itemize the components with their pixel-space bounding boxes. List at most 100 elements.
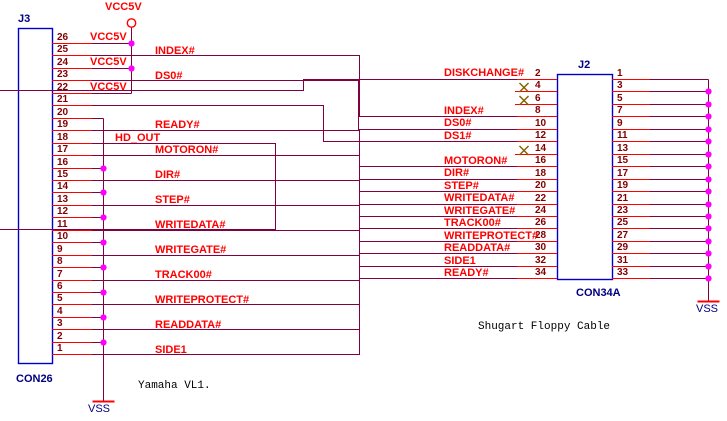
- junction-vss-j3-12: [100, 214, 107, 221]
- pin-number-j2-34: 34: [535, 266, 547, 278]
- pin-number-j3-24: 24: [57, 56, 69, 68]
- pin-number-j2-24: 24: [535, 204, 547, 216]
- net-label-left-14: READDATA#: [155, 319, 222, 331]
- junction-vss-j2-3: [705, 88, 712, 95]
- net-label-right-6: STEP#: [444, 180, 479, 192]
- net-label-left-8: DIR#: [155, 169, 181, 181]
- junction-vss-j2-19: [705, 188, 712, 195]
- pin-number-j2-22: 22: [535, 192, 547, 204]
- net-label-right-9: TRACK00#: [444, 217, 501, 229]
- junction-vss-j3-14: [100, 189, 107, 196]
- power-symbol-vcc5v: [126, 18, 137, 28]
- pin-number-j3-20: 20: [57, 106, 69, 118]
- net-label-left-15: SIDE1: [155, 344, 187, 356]
- pin-number-j2-5: 5: [617, 92, 623, 104]
- net-label-right-1: INDEX#: [444, 105, 484, 117]
- pin-number-j3-10: 10: [57, 230, 69, 242]
- junction-vss-j2-31: [705, 263, 712, 270]
- pin-number-j3-17: 17: [57, 143, 69, 155]
- net-label-right-2: DS0#: [444, 117, 472, 129]
- pin-number-j2-32: 32: [535, 254, 547, 266]
- junction-vss-j2-17: [705, 176, 712, 183]
- pin-number-j2-18: 18: [535, 167, 547, 179]
- junction-vss-j2-7: [705, 113, 712, 120]
- pin-number-j3-14: 14: [57, 180, 69, 192]
- pin-number-j2-11: 11: [617, 129, 628, 141]
- sheet-note-0: Yamaha VL1.: [138, 380, 211, 392]
- connector-body-j3[interactable]: [17, 27, 54, 365]
- pin-number-j3-26: 26: [57, 31, 69, 43]
- pin-number-j2-17: 17: [617, 167, 629, 179]
- pin-number-j2-20: 20: [535, 179, 547, 191]
- pin-number-j2-2: 2: [535, 67, 541, 79]
- net-label-left-3: DS0#: [155, 70, 183, 82]
- pin-number-j2-33: 33: [617, 266, 629, 278]
- wire-net-j3p21-j2p12: [92, 104, 517, 143]
- net-label-right-5: DIR#: [444, 167, 470, 179]
- pin-number-j2-26: 26: [535, 216, 547, 228]
- net-label-right-11: READDATA#: [444, 242, 511, 254]
- pin-number-j2-31: 31: [617, 254, 629, 266]
- pin-number-j2-29: 29: [617, 241, 629, 253]
- pin-number-j2-25: 25: [617, 216, 629, 228]
- junction-vss-j3-10: [100, 239, 107, 246]
- junction-vss-j2-5: [705, 101, 712, 108]
- nc-cross-j2-6-b: [519, 95, 529, 106]
- junction-vcc5v-26: [128, 40, 135, 47]
- refdes-j2: J2: [578, 59, 591, 71]
- pin-number-j2-19: 19: [617, 179, 629, 191]
- net-label-left-0: VCC5V: [90, 31, 127, 43]
- footprint-j3: CON26: [16, 373, 53, 385]
- pin-number-j2-16: 16: [535, 154, 547, 166]
- net-label-right-4: MOTORON#: [444, 155, 508, 167]
- junction-vss-j2-9: [705, 126, 712, 133]
- pin-number-j3-7: 7: [57, 268, 63, 280]
- pin-number-j2-28: 28: [535, 229, 547, 241]
- connector-body-j2[interactable]: [556, 73, 614, 281]
- pin-number-j3-15: 15: [57, 168, 69, 180]
- junction-vss-j2-15: [705, 163, 712, 170]
- net-label-right-7: WRITEDATA#: [444, 192, 515, 204]
- net-label-left-6: HD_OUT: [115, 132, 161, 144]
- pin-number-j3-8: 8: [57, 255, 63, 267]
- pin-number-j3-19: 19: [57, 118, 69, 130]
- net-label-left-13: WRITEPROTECT#: [155, 294, 250, 306]
- refdes-j3: J3: [18, 13, 31, 25]
- net-label-right-12: SIDE1: [444, 255, 476, 267]
- pin-number-j3-22: 22: [57, 81, 69, 93]
- power-label-vcc5v: VCC5V: [105, 1, 142, 13]
- net-label-left-4: VCC5V: [90, 81, 127, 93]
- pin-number-j2-15: 15: [617, 154, 629, 166]
- pin-number-j3-11: 11: [57, 218, 68, 230]
- pin-number-j3-18: 18: [57, 131, 69, 143]
- net-label-right-0: DISKCHANGE#: [444, 67, 525, 79]
- pin-number-j2-6: 6: [535, 92, 541, 104]
- wire-net-j3p25-j2p8: [92, 54, 517, 118]
- pin-number-j3-5: 5: [57, 292, 63, 304]
- pin-number-j2-12: 12: [535, 129, 547, 141]
- junction-vss-j2-27: [705, 238, 712, 245]
- junction-vss-j3-8: [100, 264, 107, 271]
- wire-net-j3p23-j2p10: [92, 79, 517, 131]
- pin-number-j2-21: 21: [617, 192, 629, 204]
- net-label-right-8: WRITEGATE#: [444, 205, 516, 217]
- pin-number-j3-25: 25: [57, 43, 69, 55]
- power-label-vss-right: VSS: [696, 303, 719, 315]
- pin-number-j3-3: 3: [57, 317, 63, 329]
- net-label-left-12: TRACK00#: [155, 269, 212, 281]
- power-label-vss-left: VSS: [88, 403, 111, 415]
- net-label-right-13: READY#: [444, 267, 489, 279]
- pin-number-j2-4: 4: [535, 79, 541, 91]
- pin-number-j2-8: 8: [535, 104, 541, 116]
- pin-number-j3-1: 1: [57, 342, 63, 354]
- wire-net-j3p15-j2p18: [92, 178, 517, 182]
- junction-vss-j3-6: [100, 289, 107, 296]
- wire-net-hd-out-b: [0, 142, 277, 231]
- junction-vcc5v-24: [128, 65, 135, 72]
- net-label-right-3: DS1#: [444, 130, 472, 142]
- net-label-left-10: WRITEDATA#: [155, 219, 226, 231]
- pin-number-j2-14: 14: [535, 142, 547, 154]
- pin-number-j3-2: 2: [57, 330, 63, 342]
